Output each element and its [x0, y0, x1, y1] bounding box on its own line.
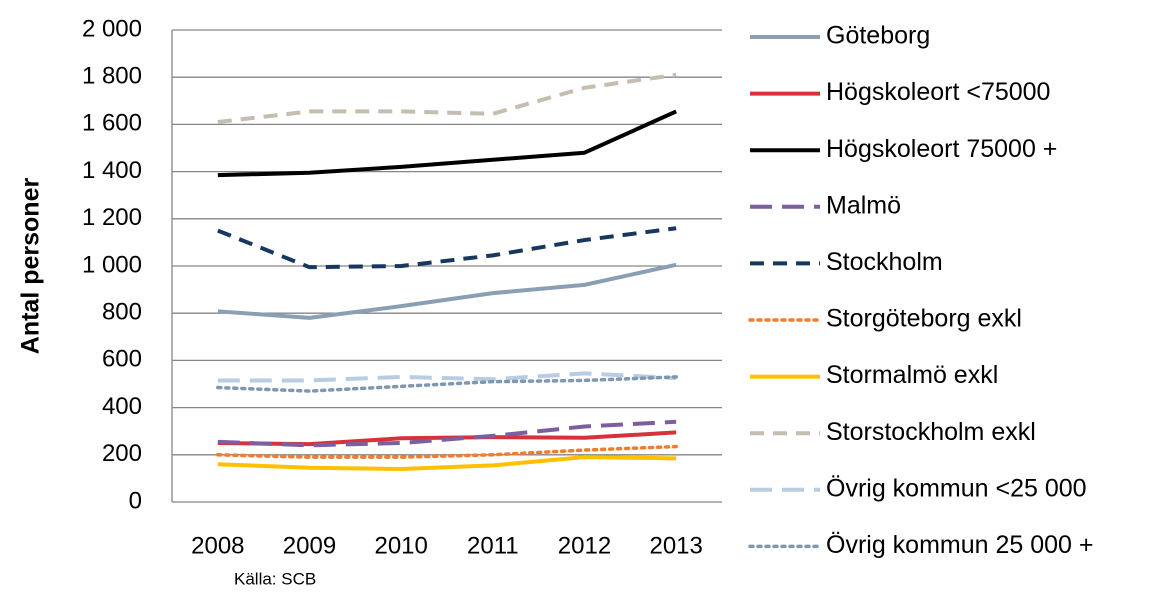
y-axis-label: Antal personer	[17, 178, 45, 355]
y-tick-label: 1 800	[82, 63, 142, 90]
x-tick-label: 2013	[649, 532, 702, 559]
legend-label: Stockholm	[826, 248, 943, 276]
y-tick-label: 1 400	[82, 157, 142, 184]
series-line	[216, 375, 678, 393]
legend-label: Högskoleort 75000 +	[826, 135, 1057, 163]
legend-label: Göteborg	[826, 22, 930, 50]
y-tick-label: 200	[102, 440, 142, 467]
series-line	[217, 72, 677, 125]
legend-label: Övrig kommun 25 000 +	[826, 531, 1094, 559]
series-line	[217, 419, 677, 448]
x-tick-label: 2011	[467, 532, 519, 559]
series-line	[217, 371, 677, 383]
x-tick-label: 2008	[191, 532, 244, 559]
y-tick-label: 600	[102, 346, 142, 373]
legend-label: Storgöteborg exkl	[826, 305, 1022, 333]
y-tick-label: 1 600	[82, 110, 142, 137]
y-tick-label: 1 200	[82, 204, 142, 231]
y-tick-label: 0	[129, 487, 142, 514]
series-line	[217, 109, 677, 178]
legend-label: Malmö	[826, 191, 901, 219]
legend-label: Stormalmö exkl	[826, 361, 998, 389]
y-tick-label: 2 000	[82, 15, 142, 42]
series-line	[217, 455, 677, 471]
x-tick-label: 2010	[374, 532, 427, 559]
legend-label: Storstockholm exkl	[826, 418, 1036, 446]
series-line	[217, 226, 677, 270]
y-tick-label: 400	[102, 393, 142, 420]
series-line	[216, 444, 678, 459]
series-line	[217, 262, 677, 320]
legend-label: Högskoleort <75000	[826, 78, 1050, 106]
legend-label: Övrig kommun <25 000	[826, 474, 1087, 502]
x-tick-label: 2009	[283, 532, 336, 559]
source-note: Källa: SCB	[234, 569, 316, 588]
y-tick-label: 1 000	[82, 251, 142, 278]
y-tick-label: 800	[102, 299, 142, 326]
x-tick-label: 2012	[558, 532, 611, 559]
